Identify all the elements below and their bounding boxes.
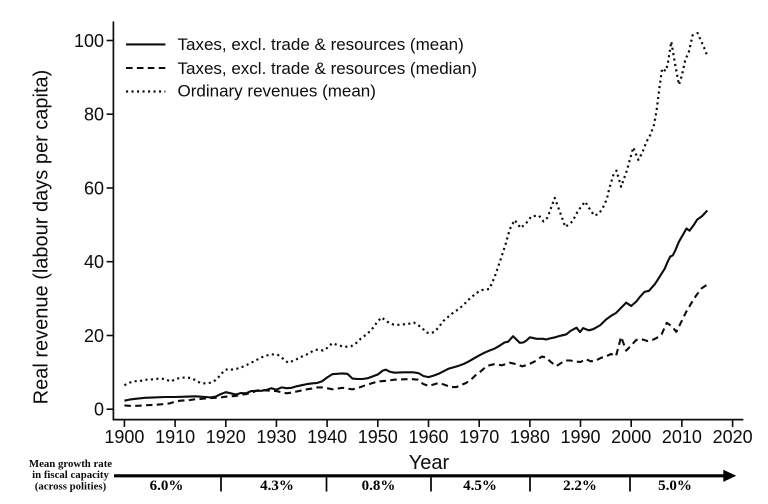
svg-text:4.5%: 4.5% [463, 478, 497, 494]
svg-text:2010: 2010 [662, 427, 702, 447]
svg-text:0: 0 [94, 400, 104, 420]
svg-text:40: 40 [84, 252, 104, 272]
svg-text:1900: 1900 [104, 427, 144, 447]
svg-text:(across polities): (across polities) [35, 481, 107, 493]
svg-text:1910: 1910 [155, 427, 195, 447]
svg-text:1950: 1950 [358, 427, 398, 447]
svg-text:Taxes, excl. trade & resources: Taxes, excl. trade & resources (median) [178, 59, 478, 78]
svg-text:80: 80 [84, 105, 104, 125]
svg-text:1970: 1970 [459, 427, 499, 447]
svg-text:100: 100 [74, 31, 104, 51]
svg-text:20: 20 [84, 326, 104, 346]
svg-text:in fiscal capacity: in fiscal capacity [32, 469, 109, 481]
svg-text:0.8%: 0.8% [362, 478, 396, 494]
svg-text:60: 60 [84, 178, 104, 198]
svg-text:5.0%: 5.0% [658, 478, 692, 494]
svg-text:Taxes, excl. trade & resources: Taxes, excl. trade & resources (mean) [178, 35, 464, 54]
svg-text:1940: 1940 [307, 427, 347, 447]
svg-text:1960: 1960 [408, 427, 448, 447]
svg-text:Ordinary revenues (mean): Ordinary revenues (mean) [178, 81, 376, 100]
svg-text:2020: 2020 [713, 427, 753, 447]
svg-text:6.0%: 6.0% [150, 478, 184, 494]
svg-text:1920: 1920 [206, 427, 246, 447]
svg-text:2000: 2000 [611, 427, 651, 447]
svg-text:1980: 1980 [510, 427, 550, 447]
svg-text:Year: Year [409, 452, 450, 474]
svg-text:4.3%: 4.3% [260, 478, 294, 494]
svg-text:1930: 1930 [256, 427, 296, 447]
svg-text:2.2%: 2.2% [563, 478, 597, 494]
svg-text:1990: 1990 [560, 427, 600, 447]
svg-text:Real revenue (labour days per: Real revenue (labour days per capita) [31, 70, 53, 405]
svg-text:Mean growth rate: Mean growth rate [29, 458, 112, 470]
